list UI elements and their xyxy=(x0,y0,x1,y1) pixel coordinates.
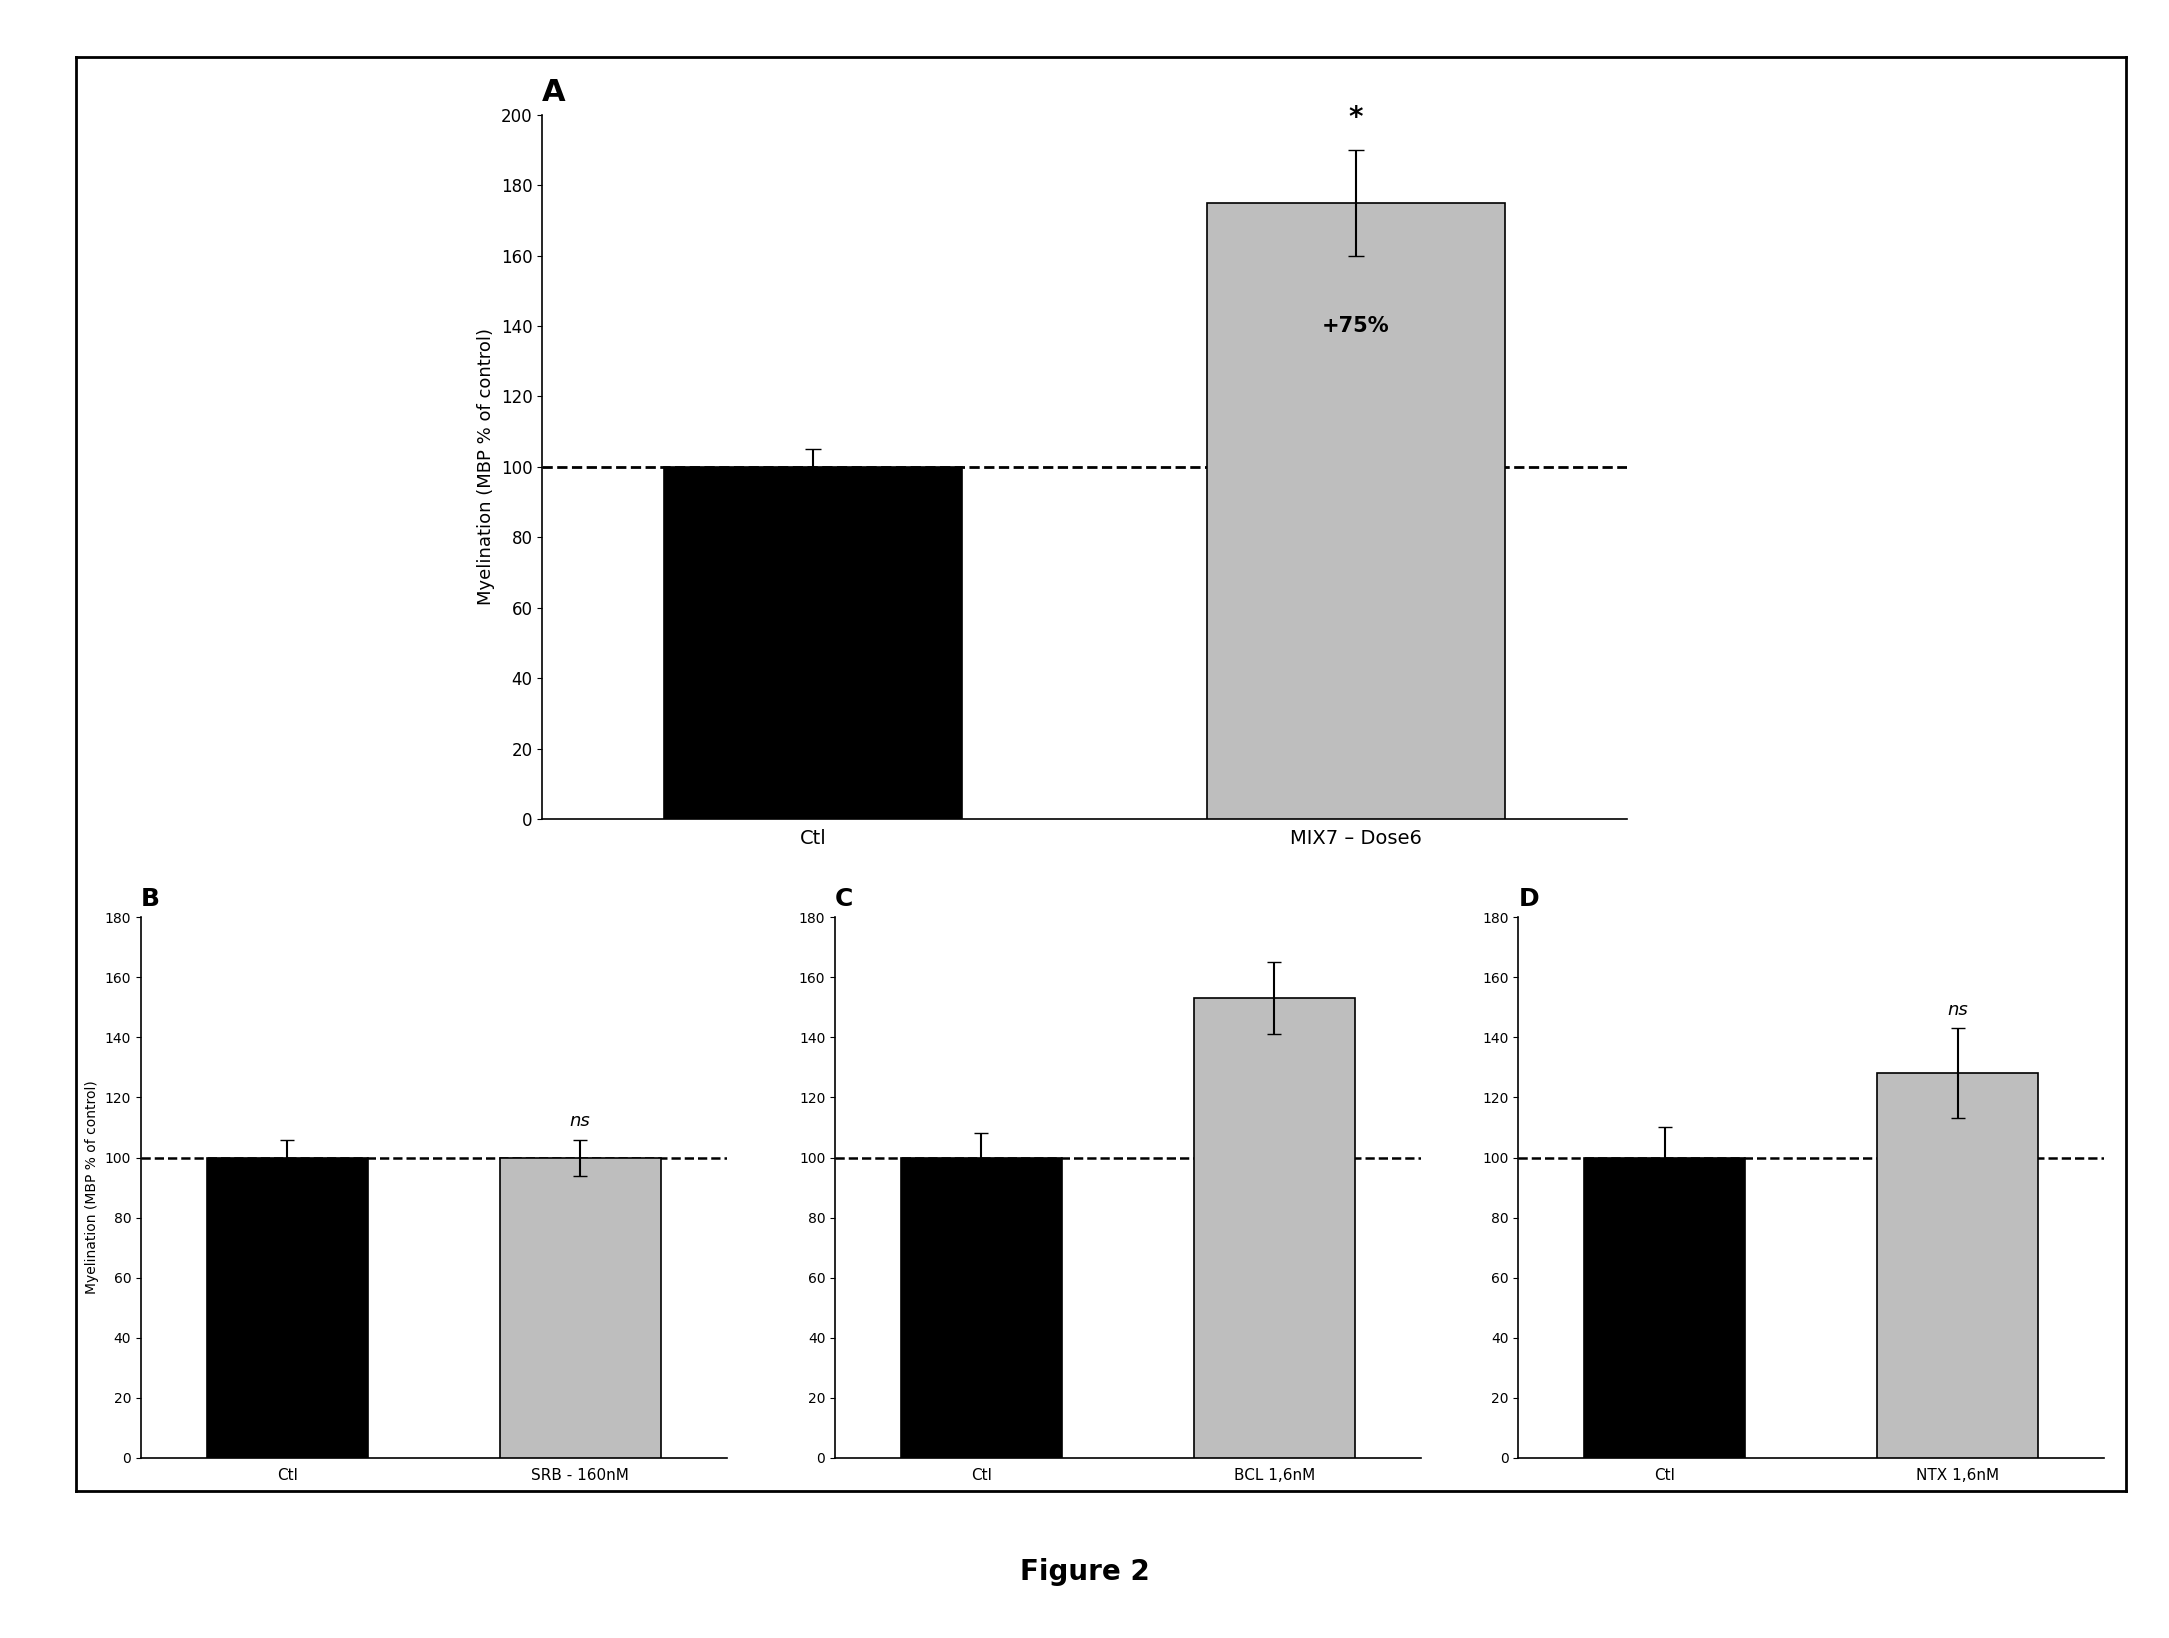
Bar xyxy=(1583,1158,1746,1458)
Text: ns: ns xyxy=(1948,1001,1967,1019)
Bar xyxy=(1876,1073,2039,1458)
Text: ns: ns xyxy=(570,1112,590,1130)
Text: C: C xyxy=(835,888,852,911)
Text: B: B xyxy=(141,888,161,911)
Bar xyxy=(900,1158,1063,1458)
Text: Figure 2: Figure 2 xyxy=(1019,1558,1150,1587)
Bar xyxy=(1193,998,1356,1458)
Text: +75%: +75% xyxy=(1321,316,1390,336)
Y-axis label: Myelination (MBP % of control): Myelination (MBP % of control) xyxy=(477,328,495,606)
Bar xyxy=(206,1158,369,1458)
Text: A: A xyxy=(542,77,566,106)
Text: *: * xyxy=(1349,105,1362,133)
Bar xyxy=(664,467,963,819)
Text: D: D xyxy=(1518,888,1540,911)
Bar xyxy=(1206,203,1505,819)
Y-axis label: Myelination (MBP % of control): Myelination (MBP % of control) xyxy=(85,1081,100,1294)
Bar xyxy=(499,1158,662,1458)
